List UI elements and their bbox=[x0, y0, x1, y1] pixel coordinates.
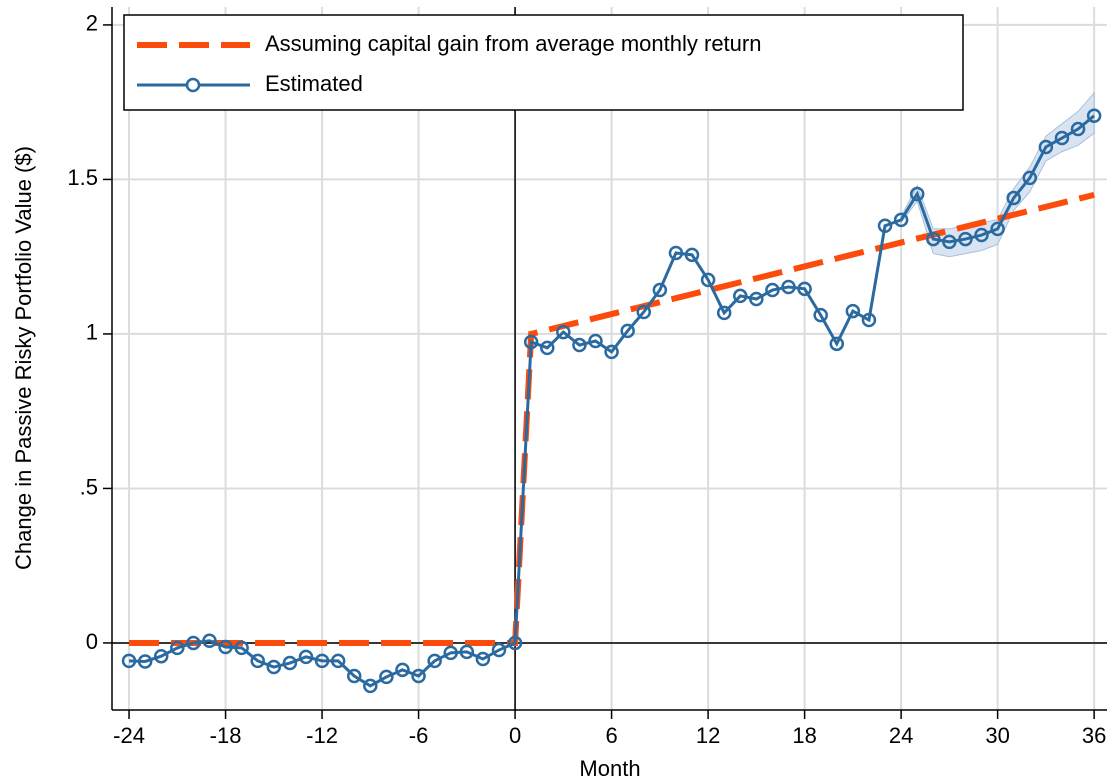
data-point bbox=[314, 653, 330, 669]
x-tick-label: 6 bbox=[605, 723, 617, 748]
data-point bbox=[861, 312, 877, 328]
data-point bbox=[652, 282, 668, 298]
data-point bbox=[507, 635, 523, 651]
data-point bbox=[684, 247, 700, 263]
data-point bbox=[636, 304, 652, 320]
data-point bbox=[475, 651, 491, 667]
data-point bbox=[556, 324, 571, 340]
x-tick-label: 18 bbox=[792, 723, 816, 748]
data-point bbox=[523, 334, 539, 350]
data-point bbox=[218, 639, 233, 655]
data-point bbox=[395, 662, 410, 678]
data-point bbox=[202, 633, 217, 649]
data-point bbox=[186, 635, 201, 651]
data-point bbox=[1054, 130, 1070, 146]
data-point bbox=[379, 669, 394, 685]
data-point bbox=[604, 344, 619, 360]
data-point bbox=[829, 336, 845, 352]
y-tick-label: 1 bbox=[86, 320, 98, 345]
data-point bbox=[1038, 139, 1054, 155]
data-point bbox=[170, 640, 185, 656]
data-point bbox=[700, 272, 716, 288]
data-point bbox=[813, 307, 828, 323]
data-point bbox=[620, 323, 635, 339]
y-tick-label: 2 bbox=[86, 11, 98, 36]
data-point bbox=[572, 337, 587, 353]
data-point bbox=[443, 645, 458, 661]
data-point bbox=[121, 653, 137, 669]
data-point bbox=[540, 340, 555, 356]
x-tick-label: 36 bbox=[1082, 723, 1106, 748]
legend-label: Estimated bbox=[265, 71, 363, 96]
data-point bbox=[459, 644, 475, 660]
data-point bbox=[250, 653, 265, 669]
x-tick-label: 12 bbox=[696, 723, 720, 748]
data-point bbox=[668, 245, 684, 261]
data-point bbox=[266, 659, 282, 675]
data-point bbox=[427, 653, 442, 669]
x-tick-label: -12 bbox=[306, 723, 338, 748]
y-tick-label: 1.5 bbox=[67, 165, 98, 190]
data-point bbox=[1006, 190, 1021, 206]
x-axis-label: Month bbox=[579, 756, 640, 781]
data-point bbox=[234, 640, 249, 656]
data-point bbox=[893, 212, 909, 228]
x-tick-label: 30 bbox=[985, 723, 1009, 748]
data-point bbox=[1070, 121, 1086, 137]
y-tick-label: .5 bbox=[80, 474, 98, 499]
data-point bbox=[942, 234, 957, 250]
legend-label: Assuming capital gain from average month… bbox=[265, 31, 761, 56]
data-point bbox=[845, 303, 861, 319]
data-point bbox=[749, 291, 764, 307]
x-tick-label: -24 bbox=[113, 723, 145, 748]
data-point bbox=[137, 654, 153, 669]
data-point bbox=[765, 282, 780, 298]
legend-box bbox=[123, 14, 964, 111]
data-point bbox=[877, 218, 893, 234]
data-point bbox=[733, 288, 748, 304]
data-point bbox=[797, 281, 812, 297]
data-point bbox=[363, 678, 378, 694]
data-point bbox=[1022, 170, 1038, 186]
data-point bbox=[974, 227, 989, 243]
data-point bbox=[491, 642, 507, 658]
x-tick-label: 24 bbox=[889, 723, 913, 748]
data-point bbox=[282, 655, 298, 671]
data-point bbox=[330, 653, 346, 669]
y-axis-label: Change in Passive Risky Portfolio Value … bbox=[11, 146, 36, 570]
data-point bbox=[958, 231, 973, 247]
x-tick-label: -6 bbox=[409, 723, 429, 748]
series-line bbox=[129, 191, 1095, 646]
data-point bbox=[990, 221, 1005, 237]
data-point bbox=[781, 279, 796, 295]
y-tick-label: 0 bbox=[86, 629, 98, 654]
data-point bbox=[153, 648, 169, 664]
data-point bbox=[926, 231, 941, 247]
data-point bbox=[346, 668, 362, 684]
data-point bbox=[588, 333, 603, 349]
data-point bbox=[411, 668, 426, 684]
data-point bbox=[1086, 108, 1102, 124]
data-point bbox=[716, 305, 732, 321]
series-line bbox=[128, 114, 1096, 688]
x-tick-label: 0 bbox=[509, 723, 521, 748]
data-point bbox=[298, 649, 314, 665]
data-point bbox=[909, 186, 925, 202]
x-tick-label: -18 bbox=[210, 723, 242, 748]
legend-marker bbox=[185, 77, 201, 93]
